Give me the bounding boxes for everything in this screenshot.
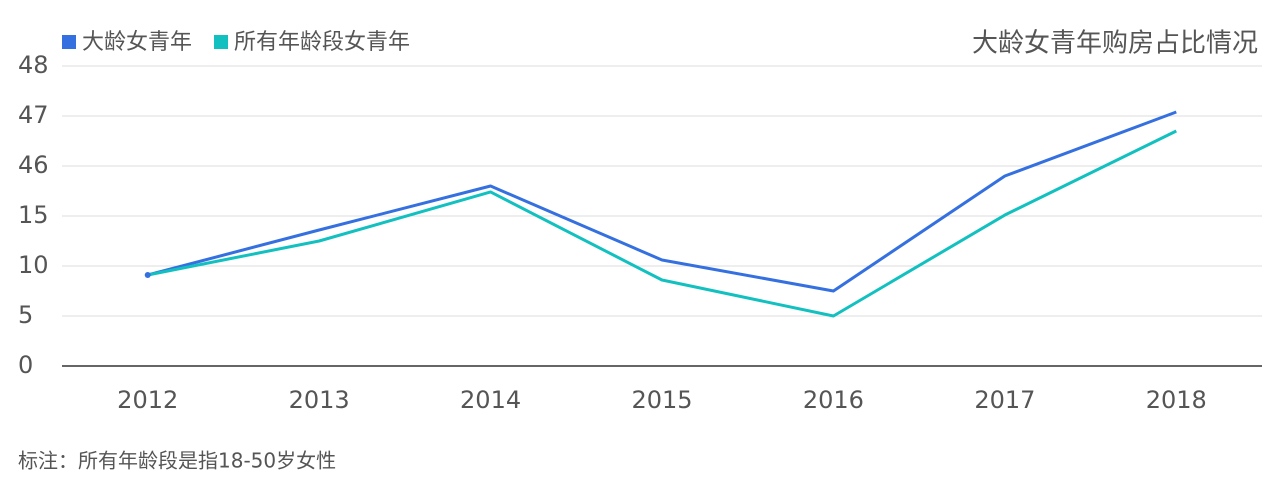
y-tick-label: 0 <box>18 351 33 379</box>
y-tick-label: 48 <box>18 51 49 79</box>
y-tick-label: 10 <box>18 251 49 279</box>
legend-label: 所有年龄段女青年 <box>234 30 410 55</box>
x-tick-label: 2015 <box>631 386 692 414</box>
note: 标注：所有年龄段是指18-50岁女性 <box>18 449 336 473</box>
legend-swatch <box>214 35 229 49</box>
x-tick-label: 2014 <box>460 386 521 414</box>
line <box>147 129 1177 318</box>
chart-title: 大龄女青年购房占比情况 <box>972 29 1258 59</box>
legend-label: 大龄女青年 <box>82 30 192 55</box>
legend-swatch <box>62 35 76 49</box>
point <box>144 272 151 278</box>
y-tick-label: 15 <box>18 201 49 229</box>
x-tick-label: 2017 <box>974 386 1035 414</box>
y-tick-label: 47 <box>18 101 49 129</box>
x-tick-label: 2013 <box>289 386 350 414</box>
x-tick-label: 2012 <box>117 386 178 414</box>
line <box>147 110 1177 293</box>
x-tick-label: 2018 <box>1146 386 1207 414</box>
y-tick-label: 5 <box>18 301 33 329</box>
y-tick-label: 46 <box>18 151 49 179</box>
x-tick-label: 2016 <box>803 386 864 414</box>
